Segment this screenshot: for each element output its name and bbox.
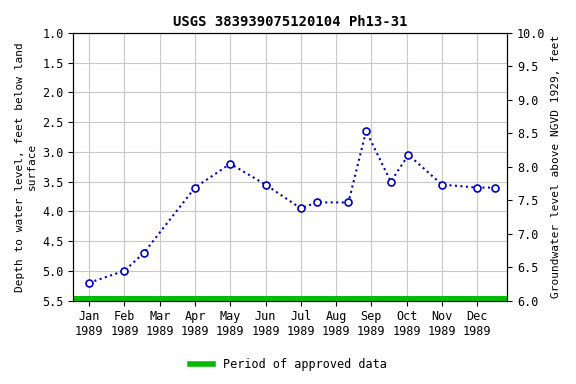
Legend: Period of approved data: Period of approved data xyxy=(185,354,391,376)
Y-axis label: Groundwater level above NGVD 1929, feet: Groundwater level above NGVD 1929, feet xyxy=(551,35,561,298)
Title: USGS 383939075120104 Ph13-31: USGS 383939075120104 Ph13-31 xyxy=(173,15,407,29)
Y-axis label: Depth to water level, feet below land
surface: Depth to water level, feet below land su… xyxy=(15,42,37,291)
